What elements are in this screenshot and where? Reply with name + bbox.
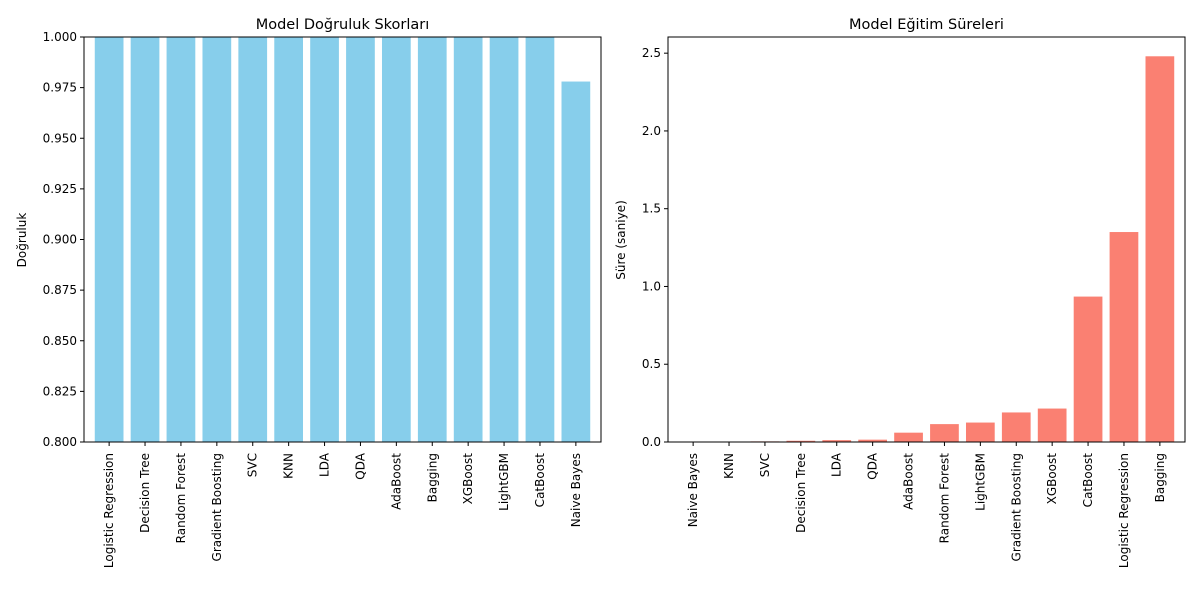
accuracy-bar <box>130 37 160 442</box>
training-time-chart-title: Model Eğitim Süreleri <box>849 17 1004 33</box>
accuracy-x-tick-label: Random Forest <box>174 453 188 544</box>
training-time-bar <box>786 440 816 442</box>
accuracy-bar <box>346 37 375 442</box>
training-time-y-tick-label: 1.0 <box>642 279 661 293</box>
training-time-bar <box>930 424 959 442</box>
accuracy-bar <box>381 37 411 442</box>
training-time-x-tick-label: AdaBoost <box>902 453 916 510</box>
training-time-x-tick-label: Naive Bayes <box>686 453 700 527</box>
training-time-y-tick-label: 0.5 <box>642 357 661 371</box>
training-time-y-tick-label: 1.5 <box>642 202 661 216</box>
accuracy-x-tick-label: KNN <box>282 453 296 479</box>
training-time-bar <box>1001 412 1031 442</box>
accuracy-y-tick-label: 0.900 <box>43 233 77 247</box>
accuracy-bar <box>310 37 339 442</box>
training-time-y-tick-label: 0.0 <box>642 435 661 449</box>
accuracy-chart-title: Model Doğruluk Skorları <box>256 17 430 33</box>
accuracy-bar <box>489 37 519 442</box>
accuracy-x-tick-label: QDA <box>353 452 367 479</box>
training-time-y-ticks: 0.0 0.5 1.0 1.5 2.0 2.5 <box>642 46 668 449</box>
training-time-bars <box>678 56 1175 442</box>
training-time-x-tick-label: QDA <box>866 452 880 479</box>
accuracy-bar <box>94 37 124 442</box>
accuracy-bar <box>417 37 447 442</box>
accuracy-y-tick-label: 0.825 <box>43 384 77 398</box>
accuracy-bar <box>453 37 483 442</box>
accuracy-y-tick-label: 0.800 <box>43 435 77 449</box>
accuracy-y-ticks: 0.800 0.825 0.850 0.875 0.900 0.925 0.950 0.975… <box>43 30 84 449</box>
accuracy-bar <box>202 37 232 442</box>
training-time-y-tick-label: 2.0 <box>642 124 661 138</box>
accuracy-bar <box>274 37 303 442</box>
training-time-x-tick-label: Logistic Regression <box>1117 453 1131 568</box>
training-time-x-tick-label: CatBoost <box>1081 453 1095 508</box>
accuracy-y-tick-label: 0.975 <box>43 81 77 95</box>
training-time-bar <box>858 439 887 442</box>
training-time-x-tick-label: SVC <box>758 453 772 477</box>
accuracy-x-tick-label: Decision Tree <box>138 453 152 533</box>
training-time-bar <box>894 432 923 442</box>
accuracy-bars <box>94 37 591 443</box>
accuracy-y-tick-label: 0.925 <box>43 182 77 196</box>
accuracy-x-tick-label: LightGBM <box>497 453 511 511</box>
accuracy-bar <box>238 37 268 442</box>
accuracy-x-tick-label: CatBoost <box>533 453 547 508</box>
training-time-x-tick-label: LDA <box>830 452 844 477</box>
accuracy-x-tick-label: AdaBoost <box>389 453 403 510</box>
accuracy-x-tick-label: Bagging <box>425 453 439 502</box>
accuracy-x-tick-label: Logistic Regression <box>102 453 116 568</box>
training-time-x-tick-label: Bagging <box>1153 453 1167 502</box>
training-time-bar <box>1109 232 1139 442</box>
accuracy-x-tick-label: LDA <box>318 452 332 477</box>
training-time-x-tick-label: LightGBM <box>973 453 987 511</box>
training-time-plot-frame <box>667 36 1186 443</box>
accuracy-y-tick-label: 1.000 <box>43 30 77 44</box>
accuracy-chart: Model Doğruluk Skorları Doğruluk 0.8000.… <box>15 17 602 568</box>
training-time-x-ticks: Naive Bayes KNN SVC Decision Tree LDA QDA AdaB… <box>686 442 1167 568</box>
training-time-bar <box>965 422 995 442</box>
training-time-x-tick-label: KNN <box>722 453 736 479</box>
training-time-bar <box>822 440 852 442</box>
accuracy-plot-frame <box>83 36 602 443</box>
training-time-x-tick-label: Random Forest <box>937 453 951 544</box>
accuracy-bar <box>561 81 591 443</box>
accuracy-bar <box>166 37 196 442</box>
accuracy-bar <box>525 37 555 442</box>
training-time-bar <box>1037 408 1067 442</box>
accuracy-x-tick-label: XGBoost <box>461 453 475 505</box>
training-time-bar <box>1145 56 1175 442</box>
accuracy-y-axis-label: Doğruluk <box>15 213 29 268</box>
accuracy-x-tick-label: Gradient Boosting <box>210 453 224 561</box>
training-time-x-tick-label: Gradient Boosting <box>1009 453 1023 561</box>
training-time-chart: Model Eğitim Süreleri Süre (saniye) 0.00… <box>614 17 1186 568</box>
accuracy-x-tick-label: Naive Bayes <box>569 453 583 527</box>
accuracy-y-tick-label: 0.875 <box>43 283 77 297</box>
accuracy-x-ticks: Logistic Regression Decision Tree Random F… <box>102 442 583 568</box>
training-time-x-tick-label: XGBoost <box>1045 453 1059 505</box>
training-time-y-axis-label: Süre (saniye) <box>614 200 628 279</box>
training-time-x-tick-label: Decision Tree <box>794 453 808 533</box>
accuracy-x-tick-label: SVC <box>246 453 260 477</box>
training-time-bar <box>1073 296 1103 442</box>
training-time-y-tick-label: 2.5 <box>642 46 661 60</box>
accuracy-y-tick-label: 0.950 <box>43 131 77 145</box>
accuracy-y-tick-label: 0.850 <box>43 334 77 348</box>
